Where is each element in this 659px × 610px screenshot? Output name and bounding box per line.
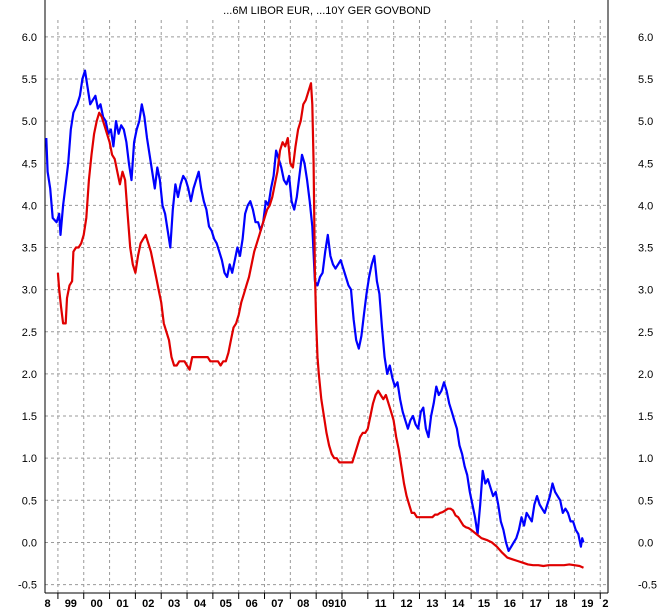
y-tick-label-right: 4.0 [638,200,653,212]
y-tick-label-right: 3.0 [638,285,653,297]
y-tick-label-left: 2.0 [22,369,37,381]
x-tick-label: 13 [426,598,438,610]
left-y-tick-labels: -0.5 0.0 0.5 1.0 1.5 2.0 2.5 3.0 3.5 4.0 4.5 5.0 5.5… [18,32,37,592]
x-tick-label: 12 [400,598,412,610]
chart-title: ...6M LIBOR EUR, ...10Y GER GOVBOND [223,5,431,17]
series-line-2 [56,82,584,569]
series-lines [45,69,585,569]
x-tick-label: 99 [65,598,77,610]
x-tick-label: 11 [375,598,387,610]
y-tick-label-left: 1.0 [22,453,37,465]
y-tick-label-left: -0.5 [18,580,37,592]
x-tick-label: 17 [530,598,542,610]
x-tick-label: 15 [478,598,490,610]
x-tick-label: 08 [297,598,309,610]
y-tick-label-left: 2.5 [22,327,37,339]
y-tick-label-right: 0.0 [638,537,653,549]
y-tick-label-right: 5.5 [638,74,653,86]
x-tick-label: 05 [220,598,232,610]
y-tick-label-left: 6.0 [22,32,37,44]
x-tick-label: 14 [452,598,465,610]
x-tick-label: 18 [555,598,567,610]
x-tick-label: 16 [504,598,516,610]
y-tick-label-right: 1.0 [638,453,653,465]
y-tick-label-right: -0.5 [638,580,657,592]
x-tick-label: 2 [602,598,608,610]
x-tick-label: 8 [45,598,51,610]
gridlines [45,20,608,593]
y-tick-label-left: 1.5 [22,411,37,423]
x-tick-label: 02 [142,598,154,610]
x-tick-label: 19 [581,598,593,610]
y-tick-label-left: 3.0 [22,285,37,297]
x-tick-label: 0910 [322,598,346,610]
y-tick-label-left: 4.5 [22,158,37,170]
y-tick-label-right: 2.5 [638,327,653,339]
x-tick-label: 04 [194,598,207,610]
x-tick-label: 06 [245,598,257,610]
y-tick-label-left: 0.5 [22,495,37,507]
y-tick-label-right: 5.0 [638,116,653,128]
y-tick-label-right: 0.5 [638,495,653,507]
x-tick-label: 03 [168,598,180,610]
y-tick-label-left: 3.5 [22,243,37,255]
y-tick-label-left: 0.0 [22,537,37,549]
y-tick-label-right: 6.0 [638,32,653,44]
x-tick-label: 07 [271,598,283,610]
axes [44,0,609,599]
x-tick-labels: 8 99 00 01 02 03 04 05 06 07 08 0910 11 12 13 14 15 16 17 1… [45,598,609,610]
y-tick-label-right: 1.5 [638,411,653,423]
x-tick-label: 01 [116,598,128,610]
right-y-tick-labels: -0.5 0.0 0.5 1.0 1.5 2.0 2.5 3.0 3.5 4.0 4.5 5.0 5.5… [638,32,657,592]
y-tick-label-right: 2.0 [638,369,653,381]
y-tick-label-left: 5.5 [22,74,37,86]
y-tick-label-right: 4.5 [638,158,653,170]
x-tick-label: 00 [91,598,103,610]
y-tick-label-left: 5.0 [22,116,37,128]
y-tick-label-left: 4.0 [22,200,37,212]
y-tick-label-right: 3.5 [638,243,653,255]
